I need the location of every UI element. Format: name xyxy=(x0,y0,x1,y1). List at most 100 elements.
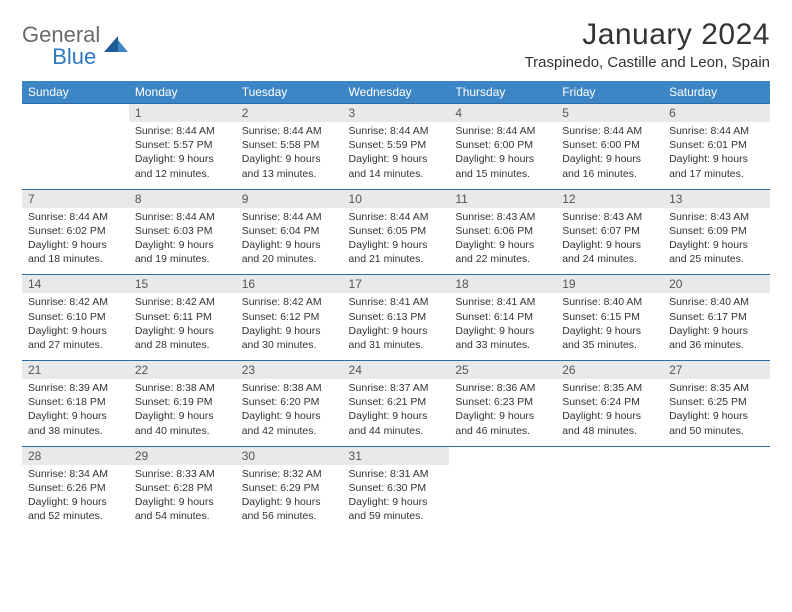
day-number: 24 xyxy=(343,361,450,379)
calendar-day-cell: 8Sunrise: 8:44 AMSunset: 6:03 PMDaylight… xyxy=(129,189,236,275)
calendar-day-cell: 12 Sunrise: 8:43 AMSunset: 6:07 PMDayligh… xyxy=(556,189,663,275)
day-number: 4 xyxy=(449,104,556,122)
day-number: 17 xyxy=(343,275,450,293)
day-number: 19 xyxy=(556,275,663,293)
day-number: 23 xyxy=(236,361,343,379)
month-title: January 2024 xyxy=(525,18,770,52)
calendar-day-cell xyxy=(663,446,770,531)
calendar-day-cell xyxy=(556,446,663,531)
calendar-day-cell: 15 Sunrise: 8:42 AMSunset: 6:11 PMDayligh… xyxy=(129,275,236,361)
day-number: 2 xyxy=(236,104,343,122)
calendar-day-cell: 25 Sunrise: 8:36 AMSunset: 6:23 PMDayligh… xyxy=(449,361,556,447)
day-details: Sunrise: 8:38 AMSunset: 6:19 PMDaylight:… xyxy=(135,381,230,438)
day-number: 25 xyxy=(449,361,556,379)
day-details: Sunrise: 8:43 AMSunset: 6:07 PMDaylight:… xyxy=(562,210,657,267)
day-number: 1 xyxy=(129,104,236,122)
weekday-header: Monday xyxy=(129,81,236,104)
day-number: 9 xyxy=(236,190,343,208)
day-details: Sunrise: 8:44 AMSunset: 6:05 PMDaylight:… xyxy=(349,210,444,267)
day-details: Sunrise: 8:32 AMSunset: 6:29 PMDaylight:… xyxy=(242,467,337,524)
calendar-day-cell: 30 Sunrise: 8:32 AMSunset: 6:29 PMDayligh… xyxy=(236,446,343,531)
calendar-day-cell: 17Sunrise: 8:41 AMSunset: 6:13 PMDayligh… xyxy=(343,275,450,361)
day-number: 13 xyxy=(663,190,770,208)
calendar-day-cell: 22 Sunrise: 8:38 AMSunset: 6:19 PMDayligh… xyxy=(129,361,236,447)
day-details: Sunrise: 8:44 AMSunset: 6:03 PMDaylight:… xyxy=(135,210,230,267)
calendar-day-cell: 16 Sunrise: 8:42 AMSunset: 6:12 PMDayligh… xyxy=(236,275,343,361)
day-details: Sunrise: 8:44 AMSunset: 6:00 PMDaylight:… xyxy=(562,124,657,181)
day-details: Sunrise: 8:34 AMSunset: 6:26 PMDaylight:… xyxy=(28,467,123,524)
calendar-day-cell: 26 Sunrise: 8:35 AMSunset: 6:24 PMDayligh… xyxy=(556,361,663,447)
day-number: 15 xyxy=(129,275,236,293)
calendar-day-cell: 10 Sunrise: 8:44 AMSunset: 6:05 PMDayligh… xyxy=(343,189,450,275)
calendar-day-cell: 4 Sunrise: 8:44 AMSunset: 6:00 PMDaylight… xyxy=(449,104,556,190)
title-block: January 2024 Traspinedo, Castille and Le… xyxy=(525,18,770,71)
logo-mark-icon xyxy=(104,36,128,56)
day-number: 16 xyxy=(236,275,343,293)
day-number: 10 xyxy=(343,190,450,208)
weekday-header: Saturday xyxy=(663,81,770,104)
day-number: 18 xyxy=(449,275,556,293)
calendar-day-cell: 5 Sunrise: 8:44 AMSunset: 6:00 PMDaylight… xyxy=(556,104,663,190)
calendar-day-cell: 1 Sunrise: 8:44 AMSunset: 5:57 PMDaylight… xyxy=(129,104,236,190)
calendar-day-cell: 29Sunrise: 8:33 AMSunset: 6:28 PMDayligh… xyxy=(129,446,236,531)
day-details: Sunrise: 8:40 AMSunset: 6:17 PMDaylight:… xyxy=(669,295,764,352)
day-details: Sunrise: 8:43 AMSunset: 6:06 PMDaylight:… xyxy=(455,210,550,267)
logo: General GenBlue xyxy=(22,18,128,68)
day-number: 30 xyxy=(236,447,343,465)
location-text: Traspinedo, Castille and Leon, Spain xyxy=(525,54,770,71)
day-number: 14 xyxy=(22,275,129,293)
day-details: Sunrise: 8:43 AMSunset: 6:09 PMDaylight:… xyxy=(669,210,764,267)
day-details: Sunrise: 8:35 AMSunset: 6:24 PMDaylight:… xyxy=(562,381,657,438)
day-details: Sunrise: 8:36 AMSunset: 6:23 PMDaylight:… xyxy=(455,381,550,438)
day-number: 31 xyxy=(343,447,450,465)
calendar-day-cell: 3 Sunrise: 8:44 AMSunset: 5:59 PMDaylight… xyxy=(343,104,450,190)
day-details: Sunrise: 8:44 AMSunset: 6:01 PMDaylight:… xyxy=(669,124,764,181)
day-details: Sunrise: 8:42 AMSunset: 6:11 PMDaylight:… xyxy=(135,295,230,352)
weekday-header: Sunday xyxy=(22,81,129,104)
day-number: 21 xyxy=(22,361,129,379)
day-number: 11 xyxy=(449,190,556,208)
day-details: Sunrise: 8:44 AMSunset: 6:00 PMDaylight:… xyxy=(455,124,550,181)
day-number: 12 xyxy=(556,190,663,208)
calendar-day-cell: 11 Sunrise: 8:43 AMSunset: 6:06 PMDayligh… xyxy=(449,189,556,275)
day-number: 20 xyxy=(663,275,770,293)
calendar-day-cell xyxy=(449,446,556,531)
day-number: 3 xyxy=(343,104,450,122)
weekday-header: Friday xyxy=(556,81,663,104)
calendar-day-cell: 2 Sunrise: 8:44 AMSunset: 5:58 PMDaylight… xyxy=(236,104,343,190)
calendar-day-cell: 19Sunrise: 8:40 AMSunset: 6:15 PMDayligh… xyxy=(556,275,663,361)
day-details: Sunrise: 8:44 AMSunset: 5:58 PMDaylight:… xyxy=(242,124,337,181)
day-number: 28 xyxy=(22,447,129,465)
calendar-day-cell: 18Sunrise: 8:41 AMSunset: 6:14 PMDayligh… xyxy=(449,275,556,361)
calendar-day-cell: 7 Sunrise: 8:44 AMSunset: 6:02 PMDaylight… xyxy=(22,189,129,275)
calendar-day-cell: 13 Sunrise: 8:43 AMSunset: 6:09 PMDayligh… xyxy=(663,189,770,275)
calendar-day-cell xyxy=(22,104,129,190)
calendar-day-cell: 24 Sunrise: 8:37 AMSunset: 6:21 PMDayligh… xyxy=(343,361,450,447)
day-number: 27 xyxy=(663,361,770,379)
calendar-day-cell: 21Sunrise: 8:39 AMSunset: 6:18 PMDayligh… xyxy=(22,361,129,447)
day-details: Sunrise: 8:37 AMSunset: 6:21 PMDaylight:… xyxy=(349,381,444,438)
calendar-week-row: 28 Sunrise: 8:34 AMSunset: 6:26 PMDayligh… xyxy=(22,446,770,531)
day-details: Sunrise: 8:44 AMSunset: 5:57 PMDaylight:… xyxy=(135,124,230,181)
weekday-header: Thursday xyxy=(449,81,556,104)
day-details: Sunrise: 8:31 AMSunset: 6:30 PMDaylight:… xyxy=(349,467,444,524)
day-details: Sunrise: 8:44 AMSunset: 6:02 PMDaylight:… xyxy=(28,210,123,267)
calendar-week-row: 7 Sunrise: 8:44 AMSunset: 6:02 PMDaylight… xyxy=(22,189,770,275)
day-number: 26 xyxy=(556,361,663,379)
calendar-day-cell: 6Sunrise: 8:44 AMSunset: 6:01 PMDaylight… xyxy=(663,104,770,190)
day-details: Sunrise: 8:42 AMSunset: 6:12 PMDaylight:… xyxy=(242,295,337,352)
logo-text-blue: Blue xyxy=(52,44,96,69)
calendar-day-cell: 27Sunrise: 8:35 AMSunset: 6:25 PMDayligh… xyxy=(663,361,770,447)
day-details: Sunrise: 8:44 AMSunset: 6:04 PMDaylight:… xyxy=(242,210,337,267)
calendar-week-row: 21Sunrise: 8:39 AMSunset: 6:18 PMDayligh… xyxy=(22,361,770,447)
day-number: 22 xyxy=(129,361,236,379)
day-details: Sunrise: 8:44 AMSunset: 5:59 PMDaylight:… xyxy=(349,124,444,181)
calendar-day-cell: 14Sunrise: 8:42 AMSunset: 6:10 PMDayligh… xyxy=(22,275,129,361)
day-number: 7 xyxy=(22,190,129,208)
day-details: Sunrise: 8:38 AMSunset: 6:20 PMDaylight:… xyxy=(242,381,337,438)
weekday-header: Tuesday xyxy=(236,81,343,104)
weekday-header: Wednesday xyxy=(343,81,450,104)
day-number: 29 xyxy=(129,447,236,465)
calendar-day-cell: 23 Sunrise: 8:38 AMSunset: 6:20 PMDayligh… xyxy=(236,361,343,447)
day-number: 5 xyxy=(556,104,663,122)
